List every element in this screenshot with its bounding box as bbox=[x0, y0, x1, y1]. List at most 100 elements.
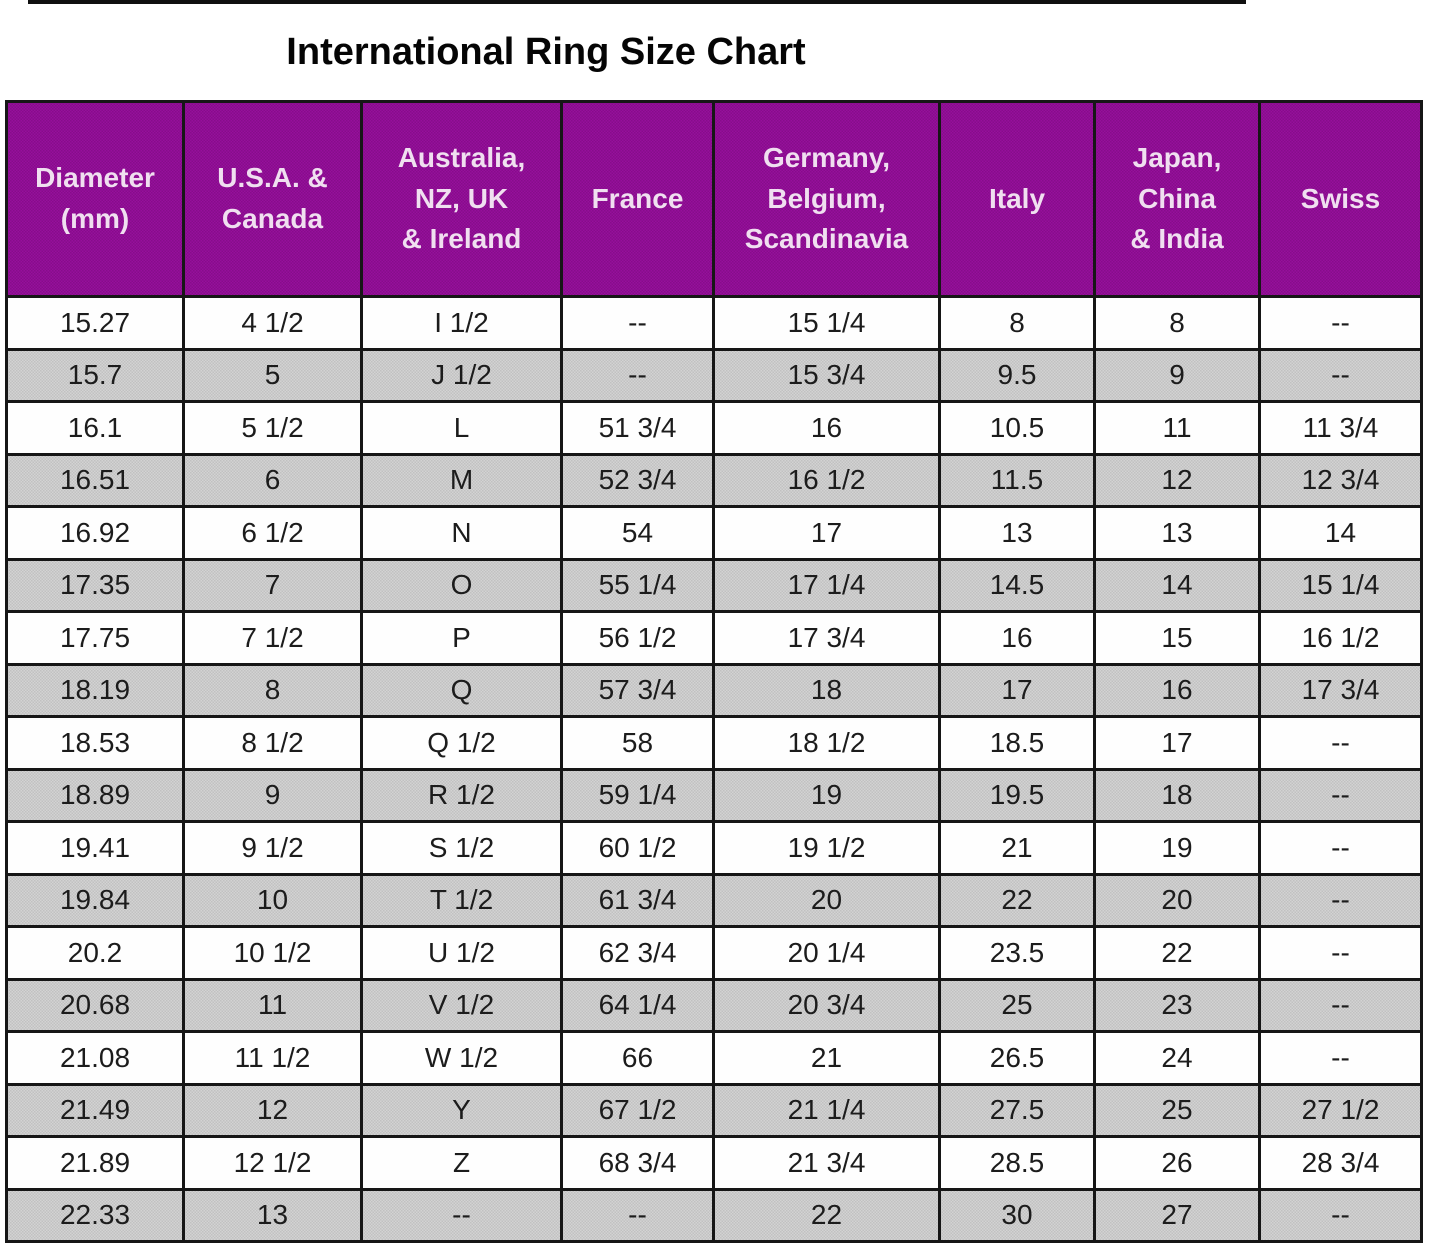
table-cell: 18.89 bbox=[5, 767, 185, 823]
table-cell: 16 1/2 bbox=[712, 452, 941, 508]
table-cell: -- bbox=[1258, 295, 1423, 351]
table-cell: 22 bbox=[1093, 925, 1261, 981]
table-cell: 6 1/2 bbox=[182, 505, 363, 561]
table-cell: 21 bbox=[712, 1030, 941, 1086]
table-cell: 18 1/2 bbox=[712, 715, 941, 771]
table-cell: 8 bbox=[182, 662, 363, 718]
table-cell: 16.1 bbox=[5, 400, 185, 456]
table-cell: -- bbox=[1258, 715, 1423, 771]
header-cell: Australia, NZ, UK & Ireland bbox=[360, 100, 563, 298]
table-cell: 18.5 bbox=[938, 715, 1096, 771]
table-cell: L bbox=[360, 400, 563, 456]
table-cell: 11.5 bbox=[938, 452, 1096, 508]
table-row: 15.7 5 J 1/2 -- 15 3/4 9.5 9 -- bbox=[5, 347, 1423, 403]
table-row: 17.75 7 1/2 P 56 1/2 17 3/4 16 15 16 1/2 bbox=[5, 610, 1423, 666]
table-cell: 26.5 bbox=[938, 1030, 1096, 1086]
table-cell: -- bbox=[360, 1187, 563, 1243]
table-cell: 61 3/4 bbox=[560, 872, 715, 928]
table-cell: 22.33 bbox=[5, 1187, 185, 1243]
header-cell: Swiss bbox=[1258, 100, 1423, 298]
table-cell: 11 bbox=[182, 977, 363, 1033]
table-cell: 18 bbox=[712, 662, 941, 718]
table-cell: 20 3/4 bbox=[712, 977, 941, 1033]
table-cell: -- bbox=[1258, 347, 1423, 403]
table-cell: 66 bbox=[560, 1030, 715, 1086]
top-divider-line bbox=[28, 0, 1246, 4]
table-cell: 10 bbox=[182, 872, 363, 928]
table-cell: 23.5 bbox=[938, 925, 1096, 981]
table-cell: 13 bbox=[938, 505, 1096, 561]
header-cell: Japan, China & India bbox=[1093, 100, 1261, 298]
table-cell: 20 bbox=[712, 872, 941, 928]
table-cell: 9.5 bbox=[938, 347, 1096, 403]
table-cell: Q bbox=[360, 662, 563, 718]
table-cell: 15 1/4 bbox=[1258, 557, 1423, 613]
table-cell: 20 1/4 bbox=[712, 925, 941, 981]
table-cell: 17 bbox=[1093, 715, 1261, 771]
table-cell: 18 bbox=[1093, 767, 1261, 823]
table-cell: 21.89 bbox=[5, 1135, 185, 1191]
table-cell: P bbox=[360, 610, 563, 666]
table-cell: 14 bbox=[1258, 505, 1423, 561]
table-cell: 9 bbox=[182, 767, 363, 823]
table-cell: 13 bbox=[182, 1187, 363, 1243]
table-row: 20.2 10 1/2 U 1/2 62 3/4 20 1/4 23.5 22 -- bbox=[5, 925, 1423, 981]
table-cell: 16.51 bbox=[5, 452, 185, 508]
table-cell: N bbox=[360, 505, 563, 561]
table-cell: 7 bbox=[182, 557, 363, 613]
table-cell: 17 3/4 bbox=[1258, 662, 1423, 718]
table-cell: 57 3/4 bbox=[560, 662, 715, 718]
table-row: 21.49 12 Y 67 1/2 21 1/4 27.5 25 27 1/2 bbox=[5, 1082, 1423, 1138]
table-cell: 10.5 bbox=[938, 400, 1096, 456]
table-cell: 17.75 bbox=[5, 610, 185, 666]
table-cell: R 1/2 bbox=[360, 767, 563, 823]
table-row: 18.53 8 1/2 Q 1/2 58 18 1/2 18.5 17 -- bbox=[5, 715, 1423, 771]
table-cell: 26 bbox=[1093, 1135, 1261, 1191]
table-row: 16.1 5 1/2 L 51 3/4 16 10.5 11 11 3/4 bbox=[5, 400, 1423, 456]
table-cell: J 1/2 bbox=[360, 347, 563, 403]
table-cell: 17 1/4 bbox=[712, 557, 941, 613]
table-row: 15.27 4 1/2 I 1/2 -- 15 1/4 8 8 -- bbox=[5, 295, 1423, 351]
table-cell: -- bbox=[1258, 820, 1423, 876]
table-cell: 22 bbox=[938, 872, 1096, 928]
table-cell: 55 1/4 bbox=[560, 557, 715, 613]
table-cell: 21 bbox=[938, 820, 1096, 876]
table-cell: -- bbox=[1258, 872, 1423, 928]
table-cell: 12 bbox=[182, 1082, 363, 1138]
table-cell: 20.68 bbox=[5, 977, 185, 1033]
table-cell: 60 1/2 bbox=[560, 820, 715, 876]
table-cell: 17 3/4 bbox=[712, 610, 941, 666]
table-cell: 27.5 bbox=[938, 1082, 1096, 1138]
table-cell: 52 3/4 bbox=[560, 452, 715, 508]
table-cell: 11 1/2 bbox=[182, 1030, 363, 1086]
header-row: Diameter (mm) U.S.A. & Canada Australia, N… bbox=[5, 100, 1423, 298]
table-cell: 12 1/2 bbox=[182, 1135, 363, 1191]
table-cell: 54 bbox=[560, 505, 715, 561]
header-cell: U.S.A. & Canada bbox=[182, 100, 363, 298]
table-cell: 56 1/2 bbox=[560, 610, 715, 666]
table-cell: Z bbox=[360, 1135, 563, 1191]
header-cell: Diameter (mm) bbox=[5, 100, 185, 298]
table-cell: 25 bbox=[938, 977, 1096, 1033]
table-cell: 64 1/4 bbox=[560, 977, 715, 1033]
table-cell: 62 3/4 bbox=[560, 925, 715, 981]
table-cell: 4 1/2 bbox=[182, 295, 363, 351]
table-cell: 5 1/2 bbox=[182, 400, 363, 456]
table-cell: 8 bbox=[1093, 295, 1261, 351]
table-cell: 11 bbox=[1093, 400, 1261, 456]
table-cell: 8 1/2 bbox=[182, 715, 363, 771]
table-cell: 27 1/2 bbox=[1258, 1082, 1423, 1138]
table-cell: 18.19 bbox=[5, 662, 185, 718]
table-cell: 21.49 bbox=[5, 1082, 185, 1138]
table-cell: I 1/2 bbox=[360, 295, 563, 351]
table-cell: 17 bbox=[712, 505, 941, 561]
table-cell: Y bbox=[360, 1082, 563, 1138]
table-cell: 19.84 bbox=[5, 872, 185, 928]
table-cell: 22 bbox=[712, 1187, 941, 1243]
table-cell: 8 bbox=[938, 295, 1096, 351]
table-cell: 15 1/4 bbox=[712, 295, 941, 351]
table-cell: 16 bbox=[938, 610, 1096, 666]
table-cell: 15.7 bbox=[5, 347, 185, 403]
table-cell: W 1/2 bbox=[360, 1030, 563, 1086]
table-cell: 68 3/4 bbox=[560, 1135, 715, 1191]
